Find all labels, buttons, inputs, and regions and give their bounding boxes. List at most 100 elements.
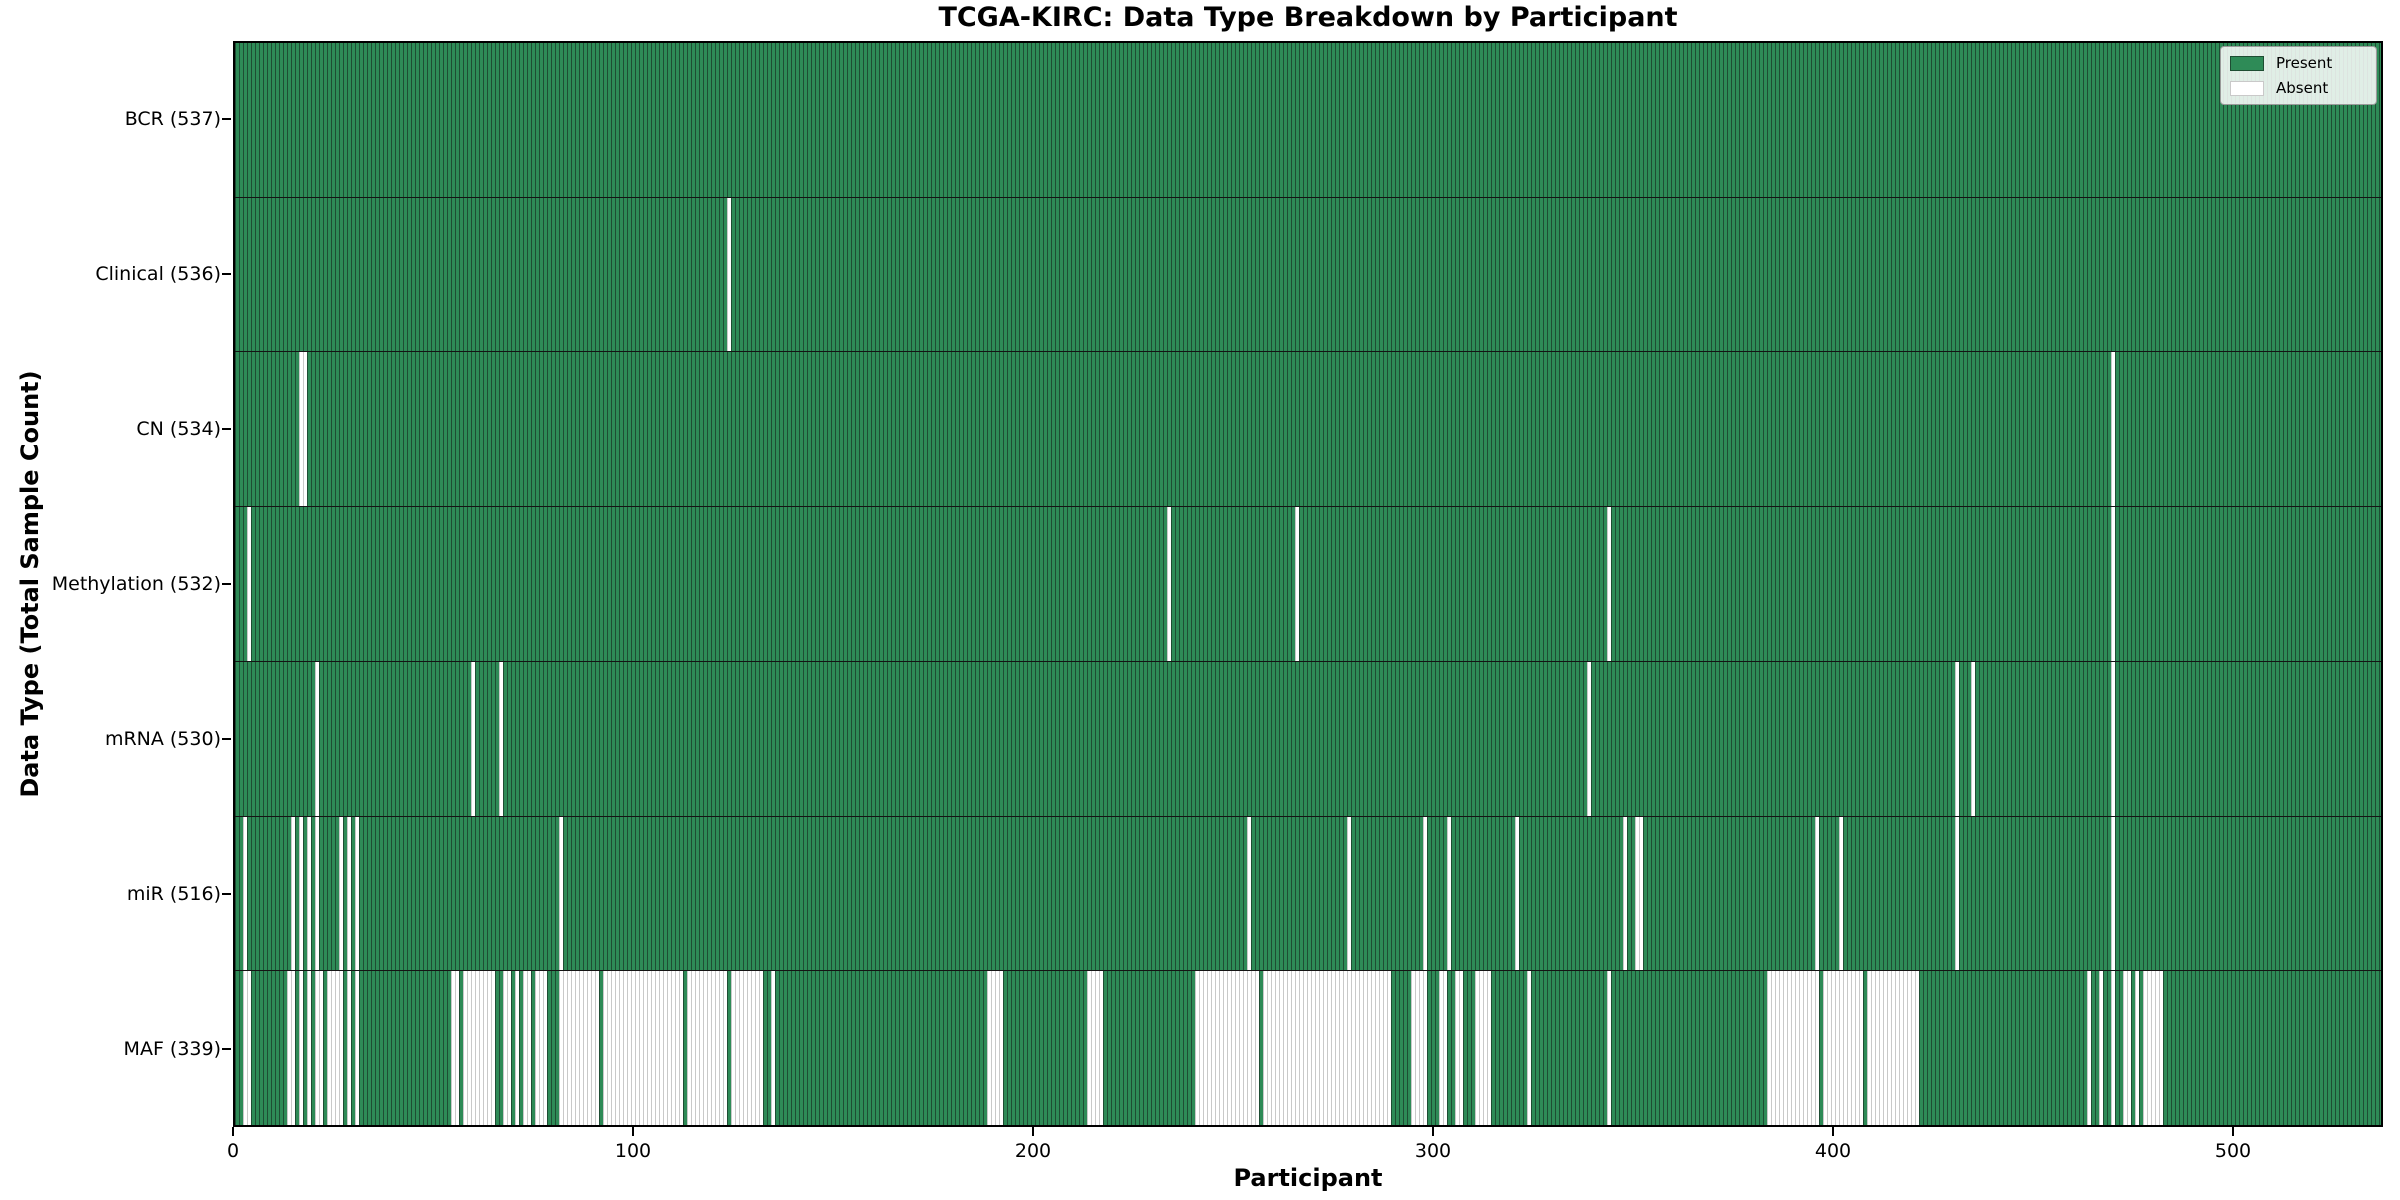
absent-gap: [315, 816, 319, 971]
y-tick-mark: [222, 893, 231, 896]
plot-area: [233, 41, 2383, 1127]
y-tick-mark: [222, 272, 231, 275]
absent-gap: [515, 971, 519, 1126]
absent-gap: [2135, 971, 2139, 1126]
absent-gap: [347, 816, 351, 971]
absent-gap: [355, 816, 359, 971]
y-tick-mark: [222, 1048, 231, 1051]
absent-gap: [315, 971, 323, 1126]
absent-gap: [463, 971, 495, 1126]
absent-gap: [1635, 816, 1643, 971]
chart-title: TCGA-KIRC: Data Type Breakdown by Partic…: [938, 2, 1678, 33]
legend-entry-absent: Absent: [2230, 79, 2367, 97]
absent-gap: [451, 971, 459, 1126]
absent-gap: [1295, 507, 1299, 661]
absent-gap: [2111, 971, 2115, 1126]
absent-gap: [2099, 971, 2103, 1126]
absent-gap: [603, 971, 683, 1126]
absent-gap: [1447, 816, 1451, 971]
absent-gap: [1439, 971, 1447, 1126]
y-tick-label-mrna: mRNA (530): [104, 728, 221, 751]
x-tick-label-200: 200: [1014, 1140, 1052, 1162]
absent-gap: [347, 971, 351, 1126]
x-tick-label-400: 400: [1814, 1140, 1852, 1162]
y-tick-label-bcr: BCR (537): [124, 107, 221, 130]
absent-gap: [307, 816, 311, 971]
x-tick-mark: [1032, 1127, 1034, 1136]
absent-gap: [1347, 816, 1351, 971]
absent-gap: [1607, 507, 1611, 661]
absent-gap: [299, 352, 307, 507]
absent-gap: [503, 971, 511, 1126]
row-mir: [235, 815, 2381, 971]
absent-gap: [1839, 816, 1843, 971]
row-maf: [235, 970, 2381, 1126]
absent-gap: [727, 197, 731, 352]
absent-gap: [1455, 971, 1463, 1126]
absent-gap: [535, 971, 547, 1126]
x-tick-mark: [232, 1127, 234, 1136]
absent-gap: [299, 971, 303, 1126]
absent-gap: [471, 661, 475, 816]
absent-gap: [1247, 816, 1251, 971]
absent-gap: [771, 971, 775, 1126]
presence-matrix: [235, 43, 2381, 1126]
x-tick-mark: [2232, 1127, 2234, 1136]
row-mrna: [235, 660, 2381, 816]
row-methylation: [235, 506, 2381, 661]
legend-entry-present: Present: [2230, 54, 2367, 72]
absent-gap: [1587, 661, 1591, 816]
absent-gap: [1423, 816, 1427, 971]
absent-gap: [1263, 971, 1391, 1126]
y-tick-label-methylation: Methylation (532): [51, 573, 221, 595]
x-tick-mark: [1432, 1127, 1434, 1136]
x-tick-label-300: 300: [1414, 1140, 1452, 1162]
absent-gap: [1527, 971, 1531, 1126]
absent-gap: [1815, 816, 1819, 971]
absent-gap: [559, 816, 563, 971]
absent-gap: [1867, 971, 1919, 1126]
absent-gap: [299, 816, 303, 971]
absent-gap: [2111, 507, 2115, 661]
absent-gap: [1167, 507, 1171, 661]
x-tick-mark: [632, 1127, 634, 1136]
x-tick-mark: [1832, 1127, 1834, 1136]
absent-gap: [1515, 816, 1519, 971]
x-tick-label-0: 0: [226, 1140, 240, 1162]
y-tick-mark: [222, 738, 231, 741]
absent-gap: [307, 971, 311, 1126]
absent-gap: [687, 971, 727, 1126]
row-clinical: [235, 196, 2381, 352]
row-cn: [235, 351, 2381, 507]
absent-gap: [499, 661, 503, 816]
absent-gap: [247, 507, 251, 661]
legend: Present Absent: [2220, 46, 2377, 105]
y-tick-label-clinical: Clinical (536): [95, 262, 221, 285]
absent-gap: [523, 971, 531, 1126]
y-tick-labels: BCR (537) Clinical (536) CN (534) Methylati…: [0, 41, 221, 1127]
y-tick-label-cn: CN (534): [136, 417, 221, 440]
absent-gap: [287, 971, 295, 1126]
x-axis-ticks: [0, 1127, 2400, 1139]
legend-label-absent: Absent: [2276, 79, 2329, 97]
absent-gap: [2111, 352, 2115, 507]
absent-gap: [1411, 971, 1427, 1126]
absent-gap: [1955, 816, 1959, 971]
absent-gap: [731, 971, 763, 1126]
absent-gap: [1955, 661, 1959, 816]
absent-gap: [1971, 661, 1975, 816]
y-axis-ticks: [222, 41, 233, 1127]
x-tick-label-100: 100: [614, 1140, 652, 1162]
absent-gap: [243, 816, 247, 971]
absent-gap: [1607, 971, 1611, 1126]
absent-gap: [2111, 816, 2115, 971]
absent-gap: [327, 971, 343, 1126]
absent-gap: [2123, 971, 2131, 1126]
absent-gap: [291, 816, 295, 971]
absent-gap: [1087, 971, 1103, 1126]
row-bcr: [235, 43, 2381, 197]
absent-gap: [2111, 661, 2115, 816]
y-tick-mark: [222, 427, 231, 430]
absent-gap: [339, 816, 343, 971]
absent-gap: [987, 971, 1003, 1126]
